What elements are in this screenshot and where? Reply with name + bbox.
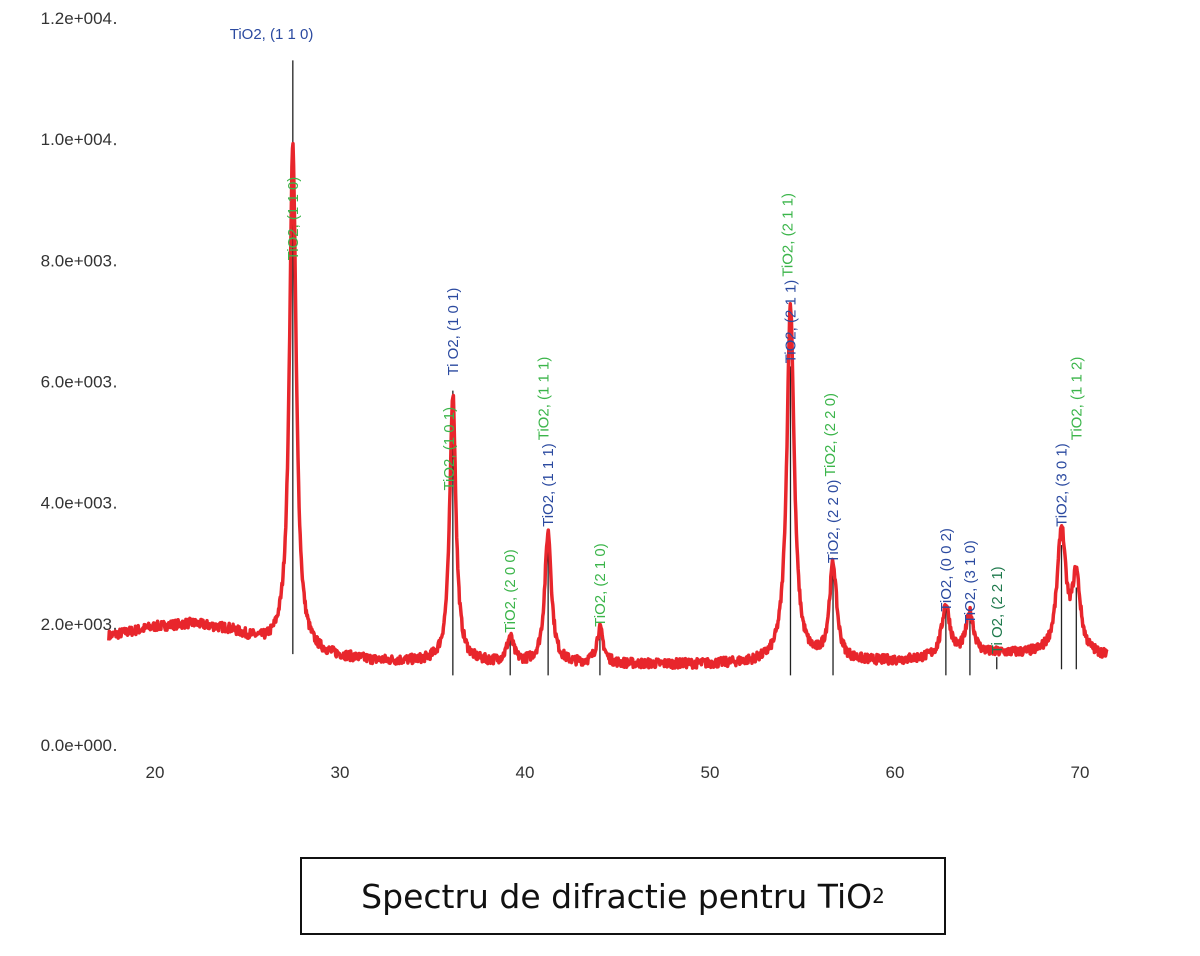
diffraction-curve bbox=[107, 141, 1109, 670]
peak-label: TiO2, (1 1 2) bbox=[1068, 357, 1085, 441]
y-axis-ticks: 0.0e+000 2.0e+003 4.0e+003 6.0e+003 8.0e+003… bbox=[41, 9, 116, 755]
y-tick-mark bbox=[114, 385, 116, 388]
x-tick-label: 30 bbox=[331, 763, 350, 782]
peak-label: TiO2, (2 1 0) bbox=[592, 543, 609, 627]
x-tick-label: 40 bbox=[516, 763, 535, 782]
y-tick-label: 1.2e+004 bbox=[41, 9, 112, 28]
peak-label: TiO2, (2 0 0) bbox=[502, 549, 519, 633]
y-tick-label: 8.0e+003 bbox=[41, 251, 112, 270]
peak-label: TiO2, (1 1 0) bbox=[230, 26, 314, 43]
y-tick-mark bbox=[114, 627, 116, 630]
xrd-chart: 0.0e+000 2.0e+003 4.0e+003 6.0e+003 8.0e+003… bbox=[41, 9, 1109, 782]
y-tick-label: 1.0e+004 bbox=[41, 130, 112, 149]
x-tick-label: 70 bbox=[1071, 763, 1090, 782]
peak-label: TiO2, (1 1 0) bbox=[285, 177, 302, 261]
chart-title-subscript: 2 bbox=[872, 884, 885, 908]
peak-label: Ti O2, (1 0 1) bbox=[445, 288, 462, 376]
peak-label: Ti O2, (2 2 1) bbox=[989, 566, 1006, 654]
peak-label: TiO2, (1 0 1) bbox=[441, 407, 458, 491]
y-tick-label: 2.0e+003 bbox=[41, 615, 112, 634]
diffraction-series bbox=[107, 141, 1109, 670]
y-tick-mark bbox=[114, 264, 116, 267]
y-tick-mark bbox=[114, 749, 116, 751]
y-tick-mark bbox=[114, 143, 116, 146]
y-tick-mark bbox=[114, 22, 116, 24]
x-axis-ticks: 20 30 40 50 60 70 bbox=[146, 763, 1090, 782]
peak-label: TiO2, (1 1 1) bbox=[540, 443, 557, 527]
peak-label: TiO2, (2 2 0) bbox=[825, 480, 842, 564]
x-tick-label: 20 bbox=[146, 763, 165, 782]
peak-annotations: TiO2, (1 1 0) TiO2, (1 1 0) Ti O2, (1 0 1)… bbox=[230, 26, 1086, 654]
reference-lines bbox=[292, 60, 1077, 676]
y-tick-label: 0.0e+000 bbox=[41, 736, 112, 755]
y-tick-label: 4.0e+003 bbox=[41, 494, 112, 513]
peak-label: TiO2, (3 1 0) bbox=[962, 540, 979, 624]
peak-label: TiO2, (1 1 1) bbox=[536, 357, 553, 441]
chart-title-box: Spectru de difractie pentru TiO 2 bbox=[300, 857, 946, 935]
x-tick-label: 60 bbox=[886, 763, 905, 782]
peak-label: TiO2, (3 0 1) bbox=[1054, 443, 1071, 527]
x-tick-label: 50 bbox=[701, 763, 720, 782]
peak-label: TiO2, (2 1 1) bbox=[780, 193, 797, 277]
peak-label: TiO2, (0 0 2) bbox=[938, 528, 955, 612]
chart-title: Spectru de difractie pentru TiO bbox=[361, 876, 873, 916]
y-tick-mark bbox=[114, 506, 116, 509]
y-tick-label: 6.0e+003 bbox=[41, 373, 112, 392]
peak-label: TiO2, (2 1 1) bbox=[782, 280, 799, 364]
peak-label: TiO2, (2 2 0) bbox=[822, 393, 839, 477]
